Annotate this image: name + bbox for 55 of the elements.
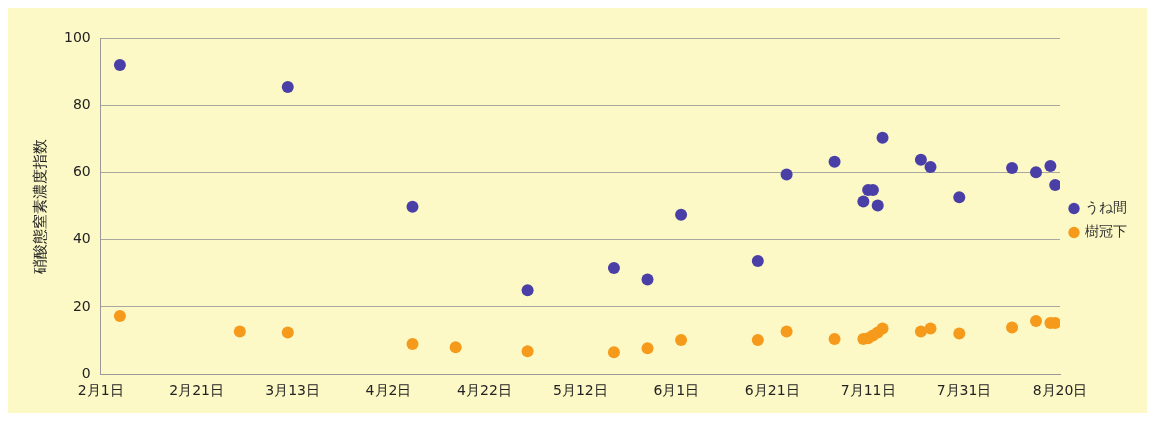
x-tick-label: 4月22日 xyxy=(457,382,512,399)
x-tick-label: 3月13日 xyxy=(265,382,320,399)
x-tick-label: 8月20日 xyxy=(1032,382,1088,399)
point xyxy=(281,326,294,339)
y-tick-label: 40 xyxy=(72,230,91,247)
point xyxy=(751,254,764,267)
y-tick-label: 100 xyxy=(63,28,91,45)
point xyxy=(1049,178,1060,191)
point xyxy=(1006,162,1019,175)
x-tick-label: 6月1日 xyxy=(653,382,700,399)
point xyxy=(914,153,927,166)
x-tick-label: 4月2日 xyxy=(365,382,412,399)
point xyxy=(1030,315,1043,328)
point xyxy=(449,341,462,354)
x-tick-label: 6月21日 xyxy=(744,382,800,399)
x-tick-label: 2月21日 xyxy=(169,382,225,399)
point xyxy=(876,322,889,335)
point xyxy=(780,168,793,181)
x-tick-label: 2月1日 xyxy=(77,382,124,399)
point xyxy=(876,131,889,144)
y-tick-label: 20 xyxy=(72,297,91,314)
point xyxy=(1044,160,1057,173)
point xyxy=(828,155,841,168)
point xyxy=(281,81,294,94)
point xyxy=(607,261,620,274)
point xyxy=(780,325,793,338)
point xyxy=(857,195,870,208)
point xyxy=(607,346,620,359)
point xyxy=(924,161,937,174)
legend-label: うね間 xyxy=(1085,199,1127,216)
point xyxy=(1006,321,1019,334)
point xyxy=(641,273,654,286)
point xyxy=(521,284,534,297)
point xyxy=(828,332,841,345)
point xyxy=(953,327,966,340)
x-tick-label: 5月12日 xyxy=(552,382,608,399)
y-tick-label: 0 xyxy=(81,364,91,381)
y-tick-label: 80 xyxy=(72,95,91,112)
x-tick-label: 7月11日 xyxy=(840,382,896,399)
point xyxy=(641,342,654,355)
point xyxy=(675,333,688,346)
point xyxy=(751,333,764,346)
point xyxy=(675,208,688,221)
point xyxy=(924,322,937,335)
point xyxy=(406,337,419,350)
point xyxy=(953,191,966,204)
y-axis-title: 硝酸態窒素濃度指数 xyxy=(30,138,49,275)
point xyxy=(233,325,246,338)
point xyxy=(521,345,534,358)
y-tick-label: 60 xyxy=(72,163,91,180)
legend-label: 樹冠下 xyxy=(1085,223,1127,240)
point xyxy=(1030,166,1043,179)
point xyxy=(871,199,884,212)
x-tick-label: 7月31日 xyxy=(936,382,992,399)
point xyxy=(406,200,419,213)
